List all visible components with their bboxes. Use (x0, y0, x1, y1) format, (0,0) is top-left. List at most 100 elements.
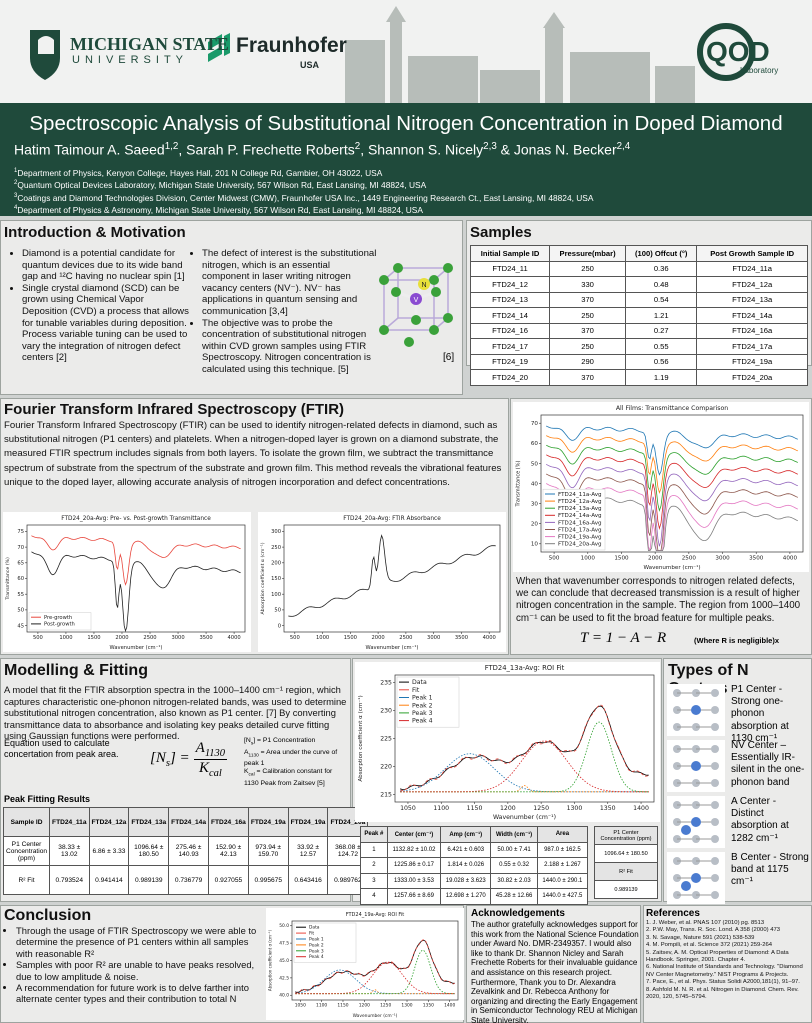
table-row: 3 1333.00 ± 3.53 19.028 ± 3.623 30.82 ± 2.0… (360, 872, 589, 889)
spectrum-curve (295, 969, 455, 995)
reference-list-item: 7. Pace, E., et al. Phys. Status Solidi … (646, 979, 800, 986)
table-header-cell: Center (cm⁻¹) (386, 826, 442, 843)
legend-label: FTD24_17a-Avg (558, 527, 602, 533)
y-tick-label: 40 (531, 481, 539, 487)
x-tick-label: 2500 (682, 556, 697, 562)
table-cell: FTD24_16a (696, 322, 808, 339)
authors-line-part: 2,4 (616, 141, 631, 152)
table-cell: 19.028 ± 3.623 (440, 872, 492, 889)
table-header-cell: FTD24_13a (128, 807, 170, 837)
affiliation-number: 2 (14, 180, 18, 187)
plot-title: FTD24_19a-Avg: ROI Fit (346, 912, 405, 918)
table-cell: 0.995675 (247, 865, 289, 895)
legend-box (542, 488, 606, 551)
equation-lhs-part: [N (150, 750, 166, 766)
table-cell: 0.941414 (88, 865, 130, 895)
y-tick-label: 60 (531, 441, 539, 447)
x-tick-label: 1100 (433, 805, 449, 812)
y-tick-label: 50 (531, 461, 539, 467)
x-tick-label: 1150 (337, 1002, 348, 1008)
table-cell: 38.33 ± 13.02 (49, 836, 90, 866)
equation-note-part: ] = P1 Concentration (253, 737, 316, 744)
table-cell: 1 (360, 841, 388, 858)
legend-label: Peak 1 (309, 936, 324, 942)
x-tick-label: 3000 (427, 635, 440, 641)
equation-numerator: A1130 (193, 740, 228, 760)
legend-label: Fit (412, 687, 420, 694)
authors-line-part: , Shannon S. Nicely (360, 141, 484, 158)
table-cell: P1 Center Concentration (ppm) (594, 826, 658, 845)
x-tick-label: 3000 (715, 556, 730, 562)
intro-bullets-item: Diamond is a potential candidate for qua… (22, 248, 190, 283)
table-cell: 973.94 ± 159.70 (247, 836, 289, 866)
section-title: Conclusion (4, 907, 92, 924)
equation-numerator-part: A (195, 740, 205, 756)
spectrum-curve (546, 425, 798, 476)
affiliation-text: Department of Physics & Astronomy, Michi… (17, 204, 423, 215)
x-tick-label: 1100 (316, 1002, 327, 1008)
legend-box (396, 676, 460, 728)
table-cell: FTD24_17 (469, 338, 551, 355)
ftir-right-text: When that wavenumber corresponds to nitr… (516, 576, 801, 624)
y-tick-label: 300 (271, 529, 281, 535)
affiliations: 1Department of Physics, Kenyon College, … (14, 166, 804, 215)
reference-list-item: 2. P.W. May, Trans. R. Soc. Lond. A 358 … (646, 927, 781, 934)
x-tick-label: 1500 (344, 635, 357, 641)
table-cell: R² Fit (594, 862, 658, 881)
table-cell: FTD24_11 (469, 260, 551, 277)
table-cell: FTD24_14 (469, 307, 551, 324)
equation-notes: [Ns] = P1 Concentration A1130 = Area unde… (244, 737, 348, 788)
section-title: Samples (470, 224, 532, 241)
table-header-cell: FTD24_19a (247, 807, 289, 837)
plot: FTD24_13a-Avg: ROI Fit 1050 1100 1150 1200 12… (355, 662, 660, 822)
table-cell: 0.736779 (168, 865, 209, 895)
table-cell: 50.00 ± 7.41 (490, 841, 538, 858)
table-header-cell: FTD24_11a (49, 807, 90, 837)
table-cell: 1225.86 ± 0.17 (386, 857, 442, 874)
conclusion-bullets: Through the usage of FTIR Spectroscopy w… (4, 925, 262, 1005)
table-cell: 370 (549, 369, 627, 386)
center-description: NV Center – Essentially IR-silent in the… (731, 740, 805, 788)
equation-lhs-part: s (165, 758, 170, 769)
y-axis-label: Absorption coefficient α (cm⁻¹) (267, 929, 272, 991)
x-tick-label: 1250 (380, 1002, 391, 1008)
equation: T = 1 − A − R (580, 630, 667, 646)
legend-label: FTD24_11a-Avg (558, 492, 602, 498)
intro-panel (0, 220, 463, 395)
table-cell: 0.48 (625, 276, 698, 293)
defect-atom (691, 761, 701, 771)
x-tick-label: 1400 (633, 805, 649, 812)
table-row: R² Fit 0.793524 0.941414 0.989139 0.736779 0.… (2, 865, 369, 895)
defect-atom (691, 705, 701, 715)
legend-label: Fit (309, 931, 314, 937)
plot-title: All Films: Transmittance Comparison (616, 405, 728, 412)
table-cell: FTD24_12 (469, 276, 551, 293)
table-cell: 4 (360, 888, 388, 905)
y-tick-label: 10 (531, 542, 539, 548)
equation-lhs-part: ] = (169, 750, 190, 766)
table-cell: 1132.82 ± 10.02 (386, 841, 442, 858)
reference-list-item: 1. J. Weber, et al. PNAS 107 (2010) pg. … (646, 920, 765, 926)
msu-sub: UNIVERSITY (72, 54, 189, 66)
spectrum-curve (288, 534, 496, 617)
image-caption: [6] (443, 352, 455, 363)
authors-line-part: & Jonas N. Becker (496, 141, 617, 158)
table-header-cell: Area (536, 826, 589, 843)
legend-label: Peak 3 (412, 710, 433, 717)
x-tick-label: 2500 (143, 635, 156, 641)
table-cell: 290 (549, 353, 627, 370)
spectrum-curve (31, 535, 241, 586)
table-cell: 370 (549, 322, 627, 339)
table-cell: FTD24_20a (696, 369, 808, 386)
legend-label: Data (309, 925, 320, 931)
x-tick-label: 3500 (455, 635, 468, 641)
authors: Hatim Taimour A. Saeed1,2, Sarah P. Frec… (14, 141, 630, 158)
table-row: FTD24_12 330 0.48 FTD24_12a (469, 276, 808, 293)
table-cell: 0.927055 (208, 865, 249, 895)
table-cell: FTD24_13a (696, 291, 808, 308)
authors-line-part: 2,3 (483, 141, 497, 152)
qod-name: QOD (706, 36, 770, 67)
spectrum-curve (546, 464, 798, 547)
y-axis-label: Transmittance (%) (5, 557, 11, 601)
